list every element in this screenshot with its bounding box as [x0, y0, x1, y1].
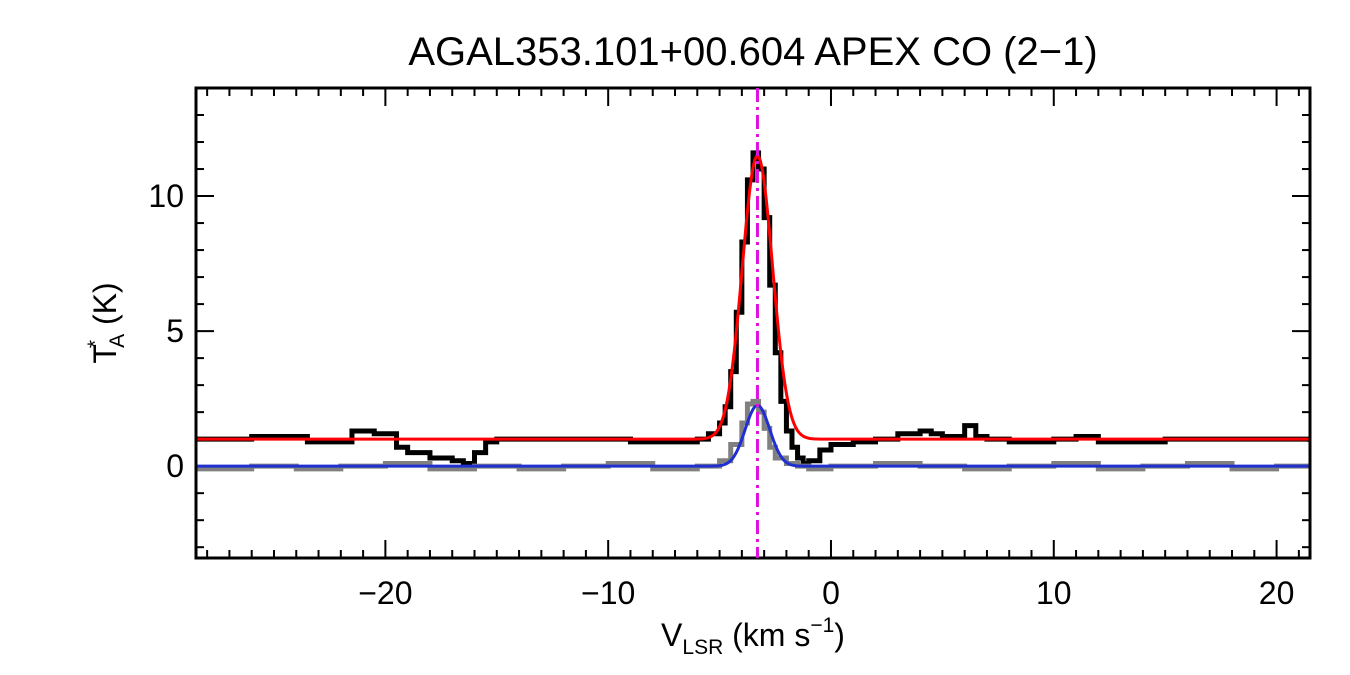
x-tick-label: 0 [822, 575, 840, 611]
gaussian-fit-red [196, 154, 1310, 441]
chart-title: AGAL353.101+00.604 APEX CO (2−1) [408, 30, 1097, 74]
gaussian-fit-blue [196, 403, 1310, 468]
y-tick-label: 0 [166, 448, 184, 484]
y-tick-label: 10 [148, 178, 184, 214]
spectrum-12co-line [196, 150, 1310, 466]
x-tick-label: −10 [581, 575, 635, 611]
x-tick-label: 10 [1036, 575, 1072, 611]
x-tick-label: 20 [1259, 575, 1295, 611]
x-tick-label: −20 [358, 575, 412, 611]
x-axis-label: VLSR (km s−1) [661, 614, 845, 659]
tick-labels: −20 −10 0 10 20 0 5 10 [148, 178, 1294, 611]
y-tick-label: 5 [166, 313, 184, 349]
y-axis-label: T*A (K) [84, 282, 129, 363]
plot-frame [194, 86, 1312, 560]
data-layer [196, 150, 1310, 472]
